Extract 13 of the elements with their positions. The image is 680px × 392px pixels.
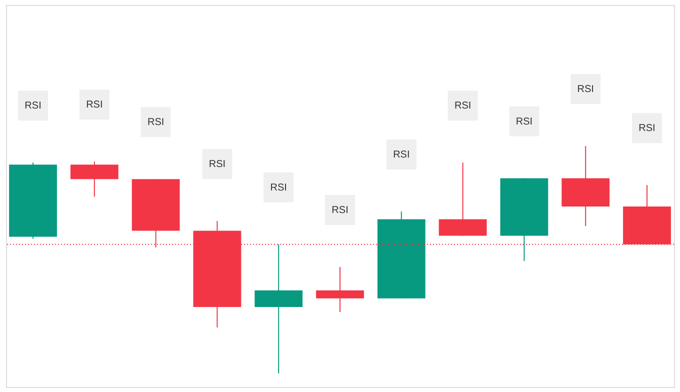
candlestick (254, 244, 303, 374)
annotation: RSI (332, 204, 348, 216)
text: RSI (24, 100, 42, 112)
text: RSI (454, 100, 472, 112)
text: RSI (147, 117, 164, 128)
text: RSI (577, 84, 594, 95)
candlestick (316, 266, 364, 312)
annotation: RSI (393, 149, 410, 160)
text: RSI (86, 100, 103, 111)
text: RSI (516, 116, 533, 128)
annotation: RSI (270, 182, 287, 194)
annotation: RSI (208, 159, 226, 170)
text: RSI (638, 123, 656, 134)
